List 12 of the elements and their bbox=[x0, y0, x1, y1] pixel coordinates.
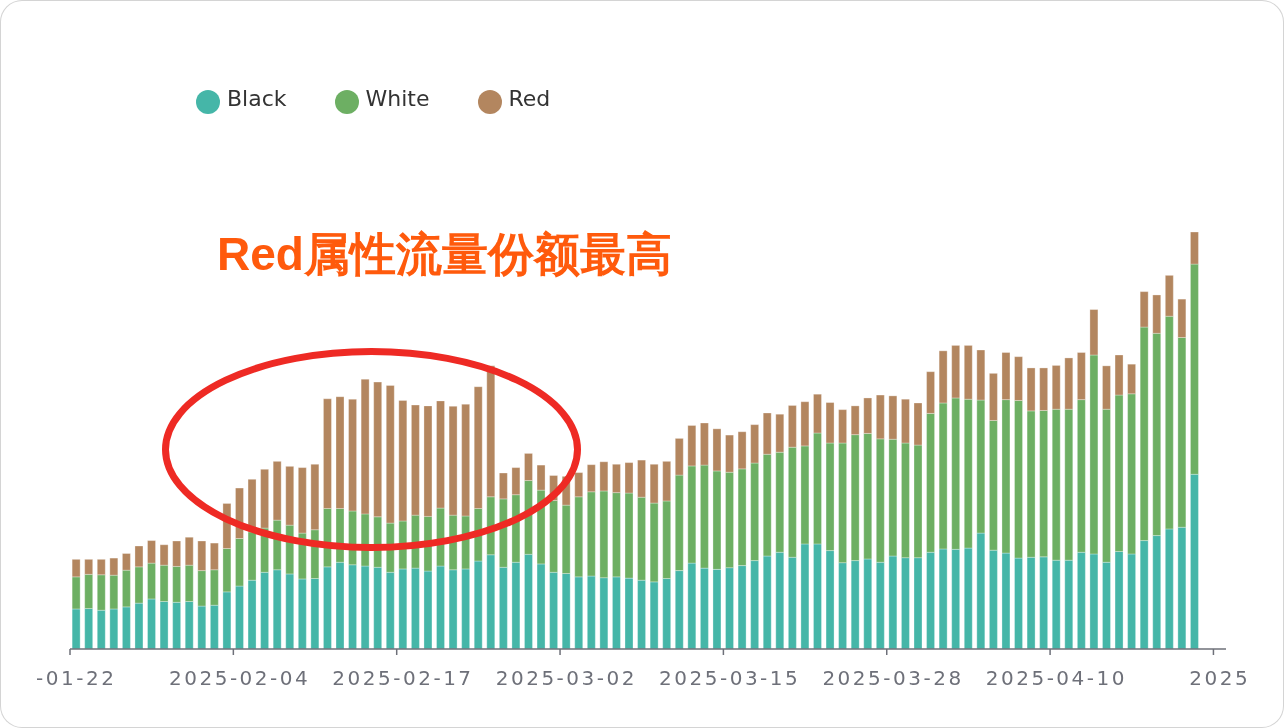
x-tick-label: 2025-04-10 bbox=[985, 666, 1127, 690]
legend-label: White bbox=[365, 86, 431, 111]
legend-label: Red bbox=[508, 86, 552, 111]
x-tick-label: -01-22 bbox=[36, 666, 117, 690]
x-tick-label: 2025-03-15 bbox=[659, 666, 801, 690]
annotation: Red属性流量份额最高 bbox=[217, 227, 672, 282]
x-tick-label: 2025-02-17 bbox=[332, 666, 474, 690]
x-tick-label: 2025-03-02 bbox=[495, 666, 637, 690]
x-tick-label: 2025-03-28 bbox=[822, 666, 964, 690]
x-tick-label: 2025-02-04 bbox=[169, 666, 311, 690]
x-tick-label: 2025 bbox=[1189, 666, 1251, 690]
legend-label: Black bbox=[227, 86, 288, 111]
